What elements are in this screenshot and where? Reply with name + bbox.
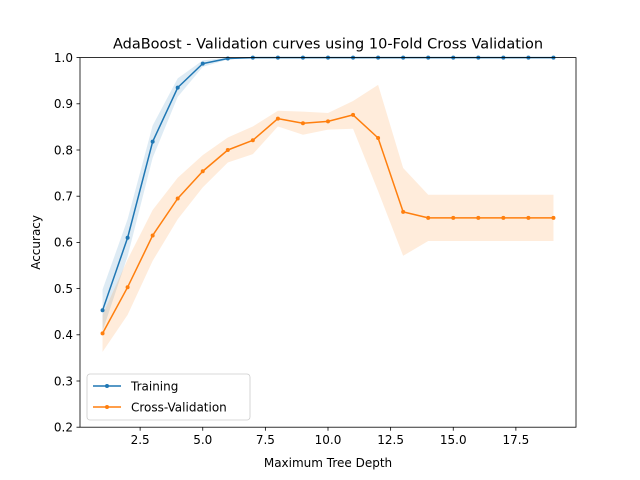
y-axis-ticks: 0.2 0.3 0.4 0.5 0.6 0.7 0.8 0.9 1.0 bbox=[54, 51, 80, 435]
cross-validation-point bbox=[150, 233, 155, 238]
x-tick-label: 2.5 bbox=[131, 433, 150, 447]
cross-validation-point bbox=[501, 215, 506, 220]
y-tick-label: 0.6 bbox=[54, 236, 73, 250]
x-tick-label: 7.5 bbox=[256, 433, 275, 447]
cross-validation-point bbox=[376, 135, 381, 140]
cross-validation-point bbox=[225, 148, 230, 152]
cross-validation-point bbox=[175, 196, 180, 201]
y-tick-label: 0.8 bbox=[54, 143, 73, 157]
y-tick-label: 0.2 bbox=[54, 421, 73, 435]
x-tick-label: 17.5 bbox=[503, 433, 530, 447]
legend-marker-training bbox=[105, 384, 109, 388]
cross-validation-point bbox=[476, 215, 481, 220]
legend-marker-cross-validation bbox=[105, 405, 109, 409]
legend: Training Cross-Validation bbox=[86, 373, 251, 421]
training-point bbox=[100, 308, 105, 313]
cross-validation-point bbox=[200, 169, 205, 174]
x-axis-label: Maximum Tree Depth bbox=[264, 456, 392, 470]
training-point bbox=[150, 139, 155, 144]
chart-title: AdaBoost - Validation curves using 10-Fo… bbox=[113, 37, 543, 53]
y-tick-label: 0.4 bbox=[54, 328, 73, 342]
cross-validation-point bbox=[526, 215, 531, 220]
training-point bbox=[125, 235, 130, 240]
x-axis-ticks: 2.5 5.0 7.5 10.0 12.5 15.0 17.5 bbox=[131, 427, 530, 447]
y-tick-label: 0.3 bbox=[54, 374, 73, 388]
cross-validation-point bbox=[426, 215, 431, 220]
x-tick-label: 10.0 bbox=[315, 433, 342, 447]
x-tick-label: 12.5 bbox=[377, 433, 404, 447]
cross-validation-point bbox=[250, 138, 255, 143]
cross-validation-point bbox=[300, 121, 305, 126]
y-tick-label: 0.5 bbox=[54, 282, 73, 296]
std-bands bbox=[102, 57, 554, 352]
legend-box bbox=[86, 373, 251, 421]
training-point bbox=[225, 56, 230, 61]
training-point bbox=[200, 61, 205, 66]
training-point bbox=[175, 85, 180, 90]
y-tick-label: 1.0 bbox=[54, 51, 73, 65]
legend-label-training: Training bbox=[130, 379, 178, 393]
cross-validation-point bbox=[351, 112, 356, 117]
cross-validation-point bbox=[326, 119, 330, 124]
y-tick-label: 0.9 bbox=[54, 97, 73, 111]
cross-validation-point bbox=[100, 331, 105, 336]
cross-validation-point bbox=[125, 285, 130, 290]
cross-validation-point bbox=[275, 116, 280, 121]
y-axis-label: Accuracy bbox=[29, 215, 43, 270]
cross-validation-point bbox=[551, 215, 556, 220]
x-tick-label: 15.0 bbox=[440, 433, 467, 447]
x-tick-label: 5.0 bbox=[193, 433, 212, 447]
cross-validation-std-band bbox=[102, 84, 554, 352]
legend-label-cross-validation: Cross-Validation bbox=[131, 400, 227, 414]
y-tick-label: 0.7 bbox=[54, 190, 73, 204]
cross-validation-point bbox=[451, 215, 456, 220]
cross-validation-point bbox=[401, 209, 406, 214]
